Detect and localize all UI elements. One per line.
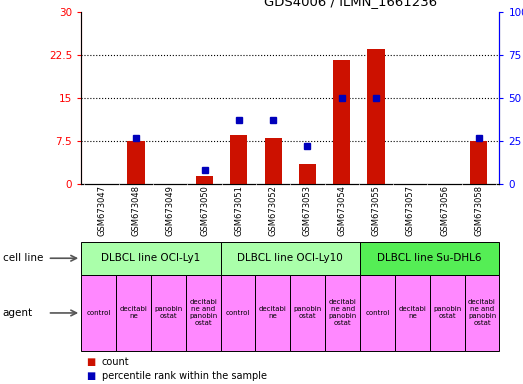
Text: GSM673047: GSM673047 <box>97 185 106 237</box>
Text: GDS4006 / ILMN_1661236: GDS4006 / ILMN_1661236 <box>264 0 437 8</box>
Text: GSM673052: GSM673052 <box>269 185 278 236</box>
Text: agent: agent <box>3 308 33 318</box>
Bar <box>128 141 144 184</box>
Text: decitabi
ne: decitabi ne <box>399 306 426 319</box>
Bar <box>186 275 221 351</box>
Text: panobin
ostat: panobin ostat <box>433 306 461 319</box>
Bar <box>221 242 360 275</box>
Bar <box>81 242 221 275</box>
Text: percentile rank within the sample: percentile rank within the sample <box>102 371 267 381</box>
Text: panobin
ostat: panobin ostat <box>293 306 322 319</box>
Bar <box>360 242 499 275</box>
Text: GSM673053: GSM673053 <box>303 185 312 237</box>
Bar <box>221 275 255 351</box>
Text: control: control <box>86 310 111 316</box>
Text: ■: ■ <box>86 371 96 381</box>
Text: control: control <box>226 310 250 316</box>
Bar <box>255 275 290 351</box>
Bar <box>360 275 395 351</box>
Bar <box>230 136 247 184</box>
Bar <box>81 275 116 351</box>
Text: count: count <box>102 357 130 367</box>
Bar <box>116 275 151 351</box>
Bar <box>430 275 464 351</box>
Bar <box>464 275 499 351</box>
Text: cell line: cell line <box>3 253 43 263</box>
Text: panobin
ostat: panobin ostat <box>154 306 183 319</box>
Text: decitabi
ne and
panobin
ostat: decitabi ne and panobin ostat <box>189 300 217 326</box>
Text: GSM673051: GSM673051 <box>234 185 243 236</box>
Bar <box>299 164 316 184</box>
Text: control: control <box>365 310 390 316</box>
Text: DLBCL line OCI-Ly1: DLBCL line OCI-Ly1 <box>101 253 200 263</box>
Text: decitabi
ne: decitabi ne <box>259 306 287 319</box>
Text: decitabi
ne: decitabi ne <box>119 306 147 319</box>
Text: ■: ■ <box>86 357 96 367</box>
Text: GSM673055: GSM673055 <box>371 185 381 236</box>
Bar <box>325 275 360 351</box>
Text: GSM673056: GSM673056 <box>440 185 449 237</box>
Text: decitabi
ne and
panobin
ostat: decitabi ne and panobin ostat <box>328 300 357 326</box>
Text: GSM673050: GSM673050 <box>200 185 209 236</box>
Bar <box>265 138 282 184</box>
Bar <box>290 275 325 351</box>
Text: GSM673049: GSM673049 <box>166 185 175 236</box>
Text: GSM673057: GSM673057 <box>406 185 415 237</box>
Text: GSM673058: GSM673058 <box>474 185 483 237</box>
Bar <box>196 176 213 184</box>
Bar <box>333 60 350 184</box>
Bar <box>151 275 186 351</box>
Text: decitabi
ne and
panobin
ostat: decitabi ne and panobin ostat <box>468 300 496 326</box>
Bar <box>470 141 487 184</box>
Text: GSM673054: GSM673054 <box>337 185 346 236</box>
Bar <box>395 275 430 351</box>
Bar <box>368 49 384 184</box>
Text: GSM673048: GSM673048 <box>131 185 141 237</box>
Text: DLBCL line Su-DHL6: DLBCL line Su-DHL6 <box>378 253 482 263</box>
Text: DLBCL line OCI-Ly10: DLBCL line OCI-Ly10 <box>237 253 343 263</box>
